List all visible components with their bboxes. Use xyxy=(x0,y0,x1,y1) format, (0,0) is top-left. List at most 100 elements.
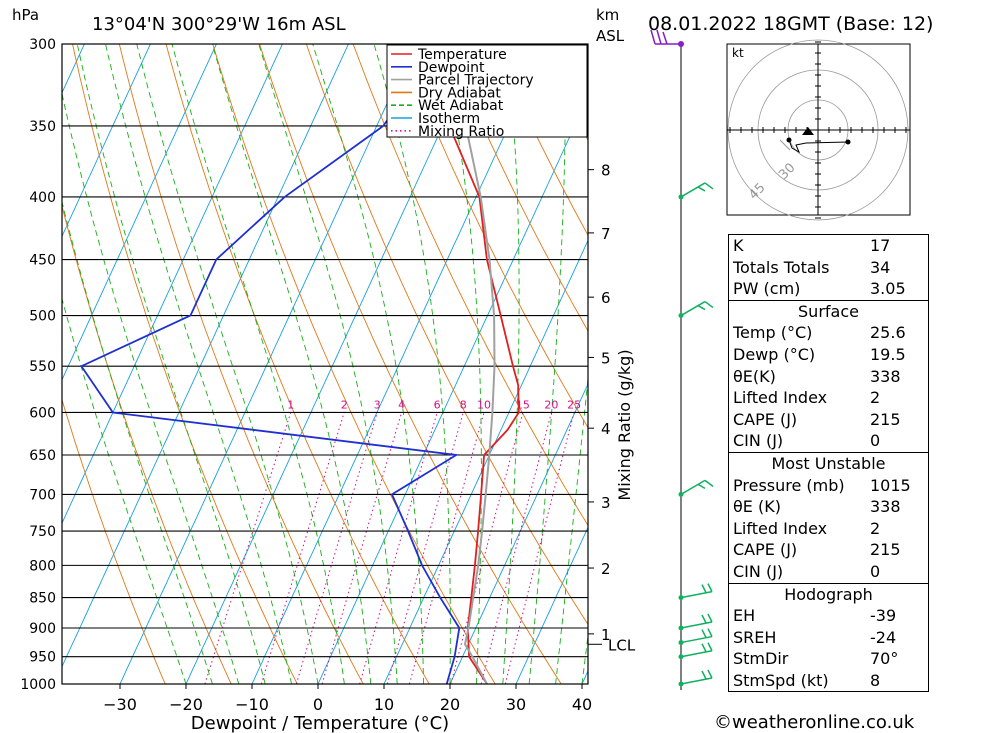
dry-adiabat-line xyxy=(961,44,1000,684)
pressure-tick-label: 850 xyxy=(29,591,56,607)
temperature-tick-label: −20 xyxy=(169,695,203,714)
wet-adiabat-line xyxy=(136,44,319,684)
legend-entry: Dry Adiabat xyxy=(418,85,501,101)
mixing-ratio-label: 25 xyxy=(567,399,581,412)
stat-label: Temp (°C) xyxy=(733,323,813,343)
hodograph-point xyxy=(845,139,851,145)
wet-adiabat-line xyxy=(312,44,425,684)
wind-profile xyxy=(650,29,714,690)
wet-adiabat-line xyxy=(258,44,398,684)
stat-label: CIN (J) xyxy=(733,431,784,451)
stat-value: 19.5 xyxy=(870,344,906,364)
height-tick-label: 5 xyxy=(601,349,611,367)
temperature-tick-label: 20 xyxy=(440,695,460,714)
dry-adiabat-line xyxy=(259,44,562,684)
isotherm-line xyxy=(515,526,588,684)
most-unstable-row: Lifted Index 2 xyxy=(729,518,928,540)
stat-value: -39 xyxy=(870,606,897,626)
pressure-tick-label: 900 xyxy=(29,621,56,637)
temperature-tick-label: 30 xyxy=(506,695,526,714)
height-tick-label: 7 xyxy=(601,225,611,243)
datetime-title: 08.01.2022 18GMT (Base: 12) xyxy=(648,13,933,35)
temperature-tick-label: −30 xyxy=(103,695,137,714)
temperature-tick-label: 40 xyxy=(572,695,592,714)
wind-barb xyxy=(680,479,714,496)
height-tick-label: 2 xyxy=(601,560,611,578)
legend-entry: Mixing Ratio xyxy=(418,124,504,140)
isotherm-line xyxy=(185,44,481,684)
hodograph-trace-upper xyxy=(779,139,791,151)
surface-row: Lifted Index 2 xyxy=(729,387,928,409)
height-tick-label: 3 xyxy=(601,494,611,512)
pressure-tick-label: 450 xyxy=(29,253,56,269)
most-unstable-row: θE (K) 338 xyxy=(729,496,928,518)
dry-adiabat-line xyxy=(165,44,430,684)
dry-adiabat-line xyxy=(118,44,364,684)
surface-row: θE(K) 338 xyxy=(729,366,928,388)
stat-label: PW (cm) xyxy=(733,279,801,299)
dry-adiabat-line xyxy=(305,44,588,626)
stat-label: θE (K) xyxy=(733,497,781,517)
stat-value: 2 xyxy=(870,518,881,538)
pressure-tick-label: 1000 xyxy=(20,677,56,693)
mixing-ratio-label: 8 xyxy=(460,399,467,412)
mixing-ratio-line xyxy=(204,412,292,684)
mixing-ratio-label: 4 xyxy=(398,399,405,412)
temperature-tick-label: −10 xyxy=(235,695,269,714)
stat-label: CAPE (J) xyxy=(733,540,798,560)
pressure-tick-label: 700 xyxy=(29,487,56,503)
height-tick-label: 6 xyxy=(601,289,611,307)
wind-barb xyxy=(680,613,713,629)
stat-value: 338 xyxy=(870,366,901,386)
hodograph-row: EH -39 xyxy=(729,605,928,627)
wind-barb xyxy=(680,628,713,644)
pressure-tick-label: 950 xyxy=(29,650,56,666)
stat-label: Pressure (mb) xyxy=(733,475,845,495)
location-title: 13°04'N 300°29'W 16m ASL xyxy=(92,14,346,35)
stat-label: Lifted Index xyxy=(733,518,828,538)
temperature-tick-label: 10 xyxy=(374,695,394,714)
units-asl: ASL xyxy=(596,27,625,45)
stat-value: 215 xyxy=(870,409,901,429)
wind-barb xyxy=(650,29,681,45)
most-unstable-row: CIN (J) 0 xyxy=(729,561,928,583)
wet-adiabat-line xyxy=(439,44,482,684)
stat-value: 0 xyxy=(870,431,881,451)
stat-label: Totals Totals xyxy=(733,257,830,277)
dry-adiabat-line xyxy=(399,44,588,429)
pressure-tick-label: 650 xyxy=(29,448,56,464)
hodograph-row: SREH -24 xyxy=(729,627,928,649)
isotherm-line xyxy=(317,96,588,684)
most-unstable-header: Most Unstable xyxy=(729,451,928,475)
credit: ©weatheronline.co.uk xyxy=(714,712,915,733)
isotherm-line xyxy=(383,239,588,684)
pressure-tick-label: 550 xyxy=(29,359,56,375)
pressure-axis: 300 350 400 450 500 550 600 650 700 750 800 850 900 9… xyxy=(20,37,56,693)
stat-label: EH xyxy=(733,606,756,626)
mixing-ratio-label: 10 xyxy=(477,399,491,412)
storm-motion-marker xyxy=(802,127,814,135)
isotherm-line xyxy=(0,44,18,684)
wet-adiabat-line xyxy=(62,91,240,684)
stat-label: Lifted Index xyxy=(733,388,828,408)
stats-panel: K 17 Totals Totals 34 PW (cm) 3.05 Surface Temp… xyxy=(728,234,929,693)
pressure-tick-label: 600 xyxy=(29,405,56,421)
mixing-ratio-label: 20 xyxy=(544,399,558,412)
stat-label: CAPE (J) xyxy=(733,409,798,429)
mixing-ratio-line xyxy=(321,412,403,684)
wet-adiabat-line xyxy=(211,44,372,684)
isotherm-line xyxy=(62,44,349,668)
stat-label: Dewp (°C) xyxy=(733,344,816,364)
hodograph-units: kt xyxy=(732,46,744,60)
pressure-tick-label: 300 xyxy=(29,37,56,53)
wet-adiabat-line xyxy=(76,44,266,684)
wet-adiabat-line xyxy=(105,44,293,684)
mixing-ratio-axis-label: Mixing Ratio (g/kg) xyxy=(615,349,634,500)
stat-label: StmSpd (kt) xyxy=(733,670,829,690)
mixing-ratio-label: 1 xyxy=(287,399,294,412)
mixing-ratio-label: 15 xyxy=(516,399,530,412)
pressure-tick-label: 800 xyxy=(29,558,56,574)
dewpoint-line xyxy=(80,44,461,684)
wind-barb xyxy=(680,182,714,198)
